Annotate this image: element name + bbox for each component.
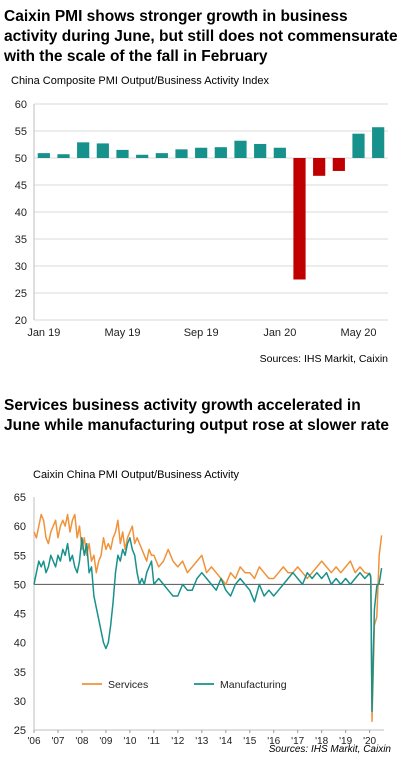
bar-oct-19 [214, 147, 227, 158]
bottom-chart-y-axis: 25 30 35 40 45 50 55 60 65 [14, 492, 384, 737]
y-tick-label: 25 [15, 288, 27, 300]
bar-may-20 [352, 133, 365, 158]
bar-dec-19 [254, 143, 267, 158]
bottom-chart-headline: Services business activity growth accele… [4, 397, 389, 434]
x-tick-label: '19 [339, 736, 352, 747]
bar-jan-19 [37, 153, 50, 158]
x-tick-label: '12 [171, 736, 184, 747]
x-tick-label: '15 [243, 736, 256, 747]
bar-jan-20 [273, 147, 286, 158]
x-tick-label: '10 [123, 736, 136, 747]
bar-jul-19 [155, 153, 168, 158]
bar-aug-19 [175, 149, 188, 158]
y-tick-label: 60 [15, 99, 27, 111]
bottom-chart-legend: Services Manufacturing [82, 679, 287, 691]
x-tick-label: '06 [27, 736, 40, 747]
bottom-chart-subtitle: Caixin China PMI Output/Business Activit… [33, 469, 240, 481]
bar-apr-19 [96, 143, 109, 158]
x-tick-label: '09 [99, 736, 112, 747]
x-tick-label: Sep 19 [184, 327, 219, 339]
legend-label-manufacturing: Manufacturing [220, 679, 287, 691]
x-tick-label: '16 [267, 736, 280, 747]
top-chart-x-axis: Jan 19 May 19 Sep 19 Jan 20 May 20 [27, 327, 376, 339]
y-tick-label: 45 [15, 180, 27, 192]
top-chart-headline: Caixin PMI shows stronger growth in busi… [4, 8, 398, 65]
bar-nov-19 [234, 140, 247, 158]
y-tick-label: 40 [14, 638, 26, 650]
y-tick-label: 50 [14, 579, 26, 591]
top-chart-subtitle: China Composite PMI Output/Business Acti… [11, 75, 270, 87]
bar-may-19 [116, 149, 129, 158]
x-tick-label: Jan 19 [27, 327, 60, 339]
top-chart-bars [37, 127, 385, 280]
bottom-chart-source: Sources: IHS Markit, Caixin [269, 744, 392, 755]
y-tick-label: 25 [14, 725, 26, 737]
y-tick-label: 45 [14, 609, 26, 621]
x-tick-label: '11 [148, 736, 161, 747]
bar-sep-19 [195, 147, 208, 158]
y-tick-label: 55 [14, 550, 26, 562]
x-tick-label: '18 [315, 736, 328, 747]
bar-jun-20 [372, 127, 385, 158]
y-tick-label: 50 [15, 153, 27, 165]
x-tick-label: '20 [363, 736, 376, 747]
series-line-services [33, 513, 383, 723]
x-tick-label: May 19 [104, 327, 140, 339]
x-tick-label: '17 [291, 736, 304, 747]
top-chart-source: Sources: IHS Markit, Caixin [260, 353, 389, 365]
legend-label-services: Services [108, 679, 148, 691]
bar-mar-19 [77, 142, 90, 158]
x-tick-label: '14 [219, 736, 232, 747]
x-tick-label: '07 [51, 736, 64, 747]
bar-mar-20 [313, 158, 326, 176]
x-tick-label: '08 [75, 736, 88, 747]
y-tick-label: 30 [14, 696, 26, 708]
y-tick-label: 35 [15, 234, 27, 246]
bar-apr-20 [332, 158, 345, 171]
x-tick-label: Jan 20 [263, 327, 296, 339]
y-tick-label: 55 [15, 126, 27, 138]
y-tick-label: 60 [14, 521, 26, 533]
y-tick-label: 30 [15, 261, 27, 273]
y-tick-label: 35 [14, 667, 26, 679]
y-tick-label: 20 [15, 315, 27, 327]
x-tick-label: '13 [195, 736, 208, 747]
top-chart-y-axis: 20 25 30 35 40 45 50 55 60 [15, 99, 27, 327]
top-chart-gridlines [33, 103, 388, 321]
composite-pmi-bar-chart: China Composite PMI Output/Business Acti… [11, 75, 389, 365]
y-tick-label: 65 [14, 492, 26, 504]
bottom-chart-series [33, 513, 383, 723]
series-line-manufacturing [33, 537, 383, 713]
bar-jun-19 [136, 154, 149, 158]
bar-feb-19 [57, 154, 70, 158]
bar-feb-20 [293, 158, 306, 280]
y-tick-label: 40 [15, 207, 27, 219]
x-tick-label: May 20 [340, 327, 376, 339]
bottom-chart-x-axis: '06 '07 '08 '09 '10 '11 '12 '13 '14 '15 '16 '17 '18 '… [27, 730, 377, 747]
